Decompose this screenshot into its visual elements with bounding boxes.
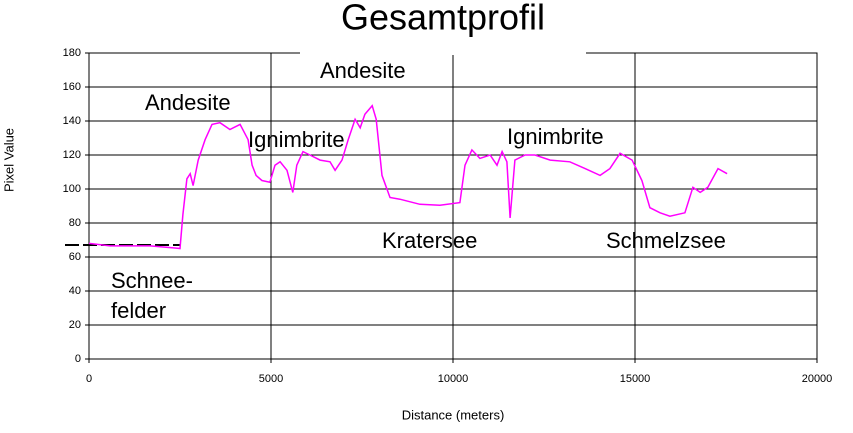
y-tick-label: 20 — [69, 319, 81, 331]
annotation: Schnee- — [111, 268, 193, 293]
y-tick-label: 40 — [69, 285, 81, 297]
x-tick-label: 0 — [86, 373, 92, 385]
y-tick-label: 120 — [63, 149, 81, 161]
y-tick-label: 100 — [63, 183, 81, 195]
annotation: Andesite — [320, 58, 406, 83]
x-tick-label: 15000 — [620, 373, 651, 385]
y-tick-label: 80 — [69, 217, 81, 229]
y-tick-label: 60 — [69, 251, 81, 263]
annotation: Ignimbrite — [507, 124, 604, 149]
title-mask — [300, 51, 586, 55]
y-tick-label: 160 — [63, 81, 81, 93]
annotation: felder — [111, 298, 166, 323]
annotation: Schmelzsee — [606, 228, 726, 253]
x-tick-label: 10000 — [438, 373, 469, 385]
annotation: Kratersee — [382, 228, 477, 253]
x-tick-label: 20000 — [802, 373, 833, 385]
x-axis-label: Distance (meters) — [402, 407, 505, 422]
y-tick-label: 180 — [63, 47, 81, 59]
data-line — [88, 104, 728, 250]
y-axis-label: Pixel Value — [1, 128, 16, 192]
chart-title: Gesamtprofil — [341, 0, 545, 38]
y-tick-label: 140 — [63, 115, 81, 127]
annotation: Ignimbrite — [248, 127, 345, 152]
y-tick-label: 0 — [75, 353, 81, 365]
x-tick-label: 5000 — [259, 373, 283, 385]
annotation: Andesite — [145, 90, 231, 115]
